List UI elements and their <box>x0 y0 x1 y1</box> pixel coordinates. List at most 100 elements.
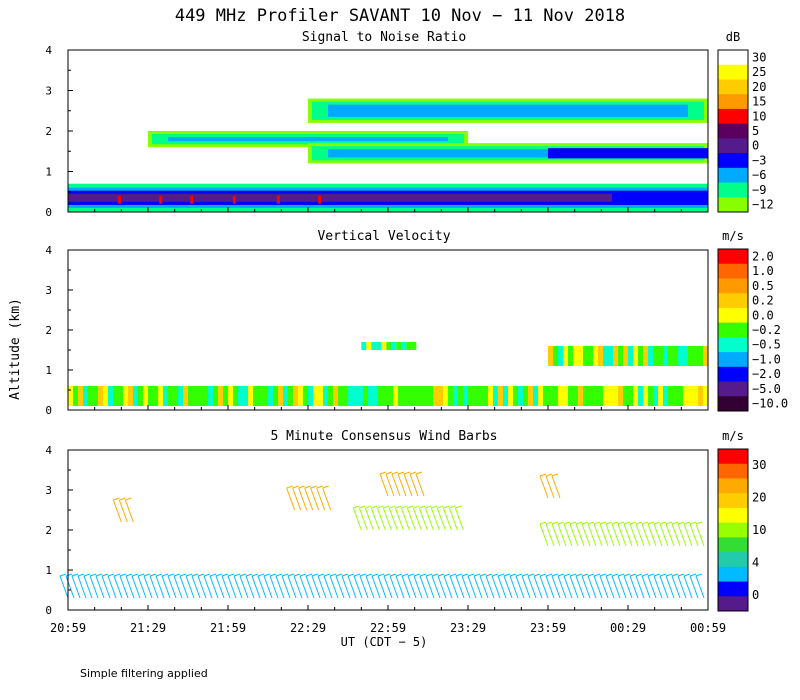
colorbar-swatch <box>718 293 748 309</box>
colorbar-swatch <box>718 64 748 80</box>
vv-cell <box>128 386 133 406</box>
vv-cell <box>318 386 323 406</box>
wind-barb-flag <box>403 471 411 475</box>
wind-barb-staff <box>635 523 645 547</box>
colorbar-label: 4 <box>752 555 759 569</box>
vv-cell <box>598 386 603 406</box>
wind-barb-flag <box>431 573 439 577</box>
wind-barb-staff <box>59 575 69 599</box>
y-tick-label: 4 <box>45 444 52 457</box>
wind-barb-flag <box>383 573 391 577</box>
vv-cell <box>548 386 553 406</box>
x-tick-label: 21:59 <box>210 621 246 635</box>
wind-barb-flag <box>683 521 691 525</box>
wind-barb-staff <box>131 575 141 599</box>
wind-barb-staff <box>310 487 320 511</box>
wind-barb-flag <box>443 573 451 577</box>
colorbar-swatch <box>718 449 748 465</box>
vv-cell <box>158 386 163 406</box>
y-tick-label: 4 <box>45 244 52 257</box>
wind-barb-staff <box>209 575 219 599</box>
wind-barb-staff <box>671 575 681 599</box>
wind-barb-flag <box>425 573 433 577</box>
wind-barb-flag <box>385 471 393 475</box>
colorbar-swatch <box>718 322 748 338</box>
wind-barb-staff <box>161 575 171 599</box>
wind-barb-flag <box>575 573 583 577</box>
wind-barb-flag <box>545 521 553 525</box>
wind-barb-staff <box>647 523 657 547</box>
wind-barb-flag <box>143 573 151 577</box>
snr-echo-peak <box>276 195 280 204</box>
vv-cell <box>366 342 372 350</box>
vv-cell <box>688 386 693 406</box>
vv-cell <box>613 346 618 366</box>
vv-cell <box>643 386 648 406</box>
wind-barb-flag <box>551 573 559 577</box>
wind-barb-flag <box>449 505 456 509</box>
vv-cell <box>273 386 278 406</box>
wind-barb-staff <box>143 575 153 599</box>
wind-barb-flag <box>665 573 673 577</box>
vv-cell <box>628 346 633 366</box>
wind-barb-staff <box>173 575 183 599</box>
wind-barb-staff <box>400 507 410 531</box>
wind-barb-staff <box>412 507 422 531</box>
vv-cell <box>518 386 523 406</box>
vv-cell <box>508 386 513 406</box>
vv-cell <box>98 386 103 406</box>
wind-barb-flag <box>557 521 565 525</box>
x-tick-label: 00:29 <box>610 621 646 635</box>
wind-barb-flag <box>371 573 379 577</box>
wind-barb-flag <box>83 573 91 577</box>
vv-cell <box>238 386 243 406</box>
wind-barb-staff <box>347 575 357 599</box>
y-tick-label: 2 <box>45 324 52 337</box>
wind-barb-flag <box>563 521 571 525</box>
wind-barb-flag <box>695 521 703 525</box>
wind-barb-staff <box>322 487 332 511</box>
wind-barb-flag <box>689 521 697 525</box>
wind-barb-staff <box>545 475 555 499</box>
vv-cell <box>73 386 78 406</box>
wind-barb-staff <box>587 523 597 547</box>
wind-barb-flag <box>137 573 145 577</box>
vv-cell <box>363 386 368 406</box>
snr-echo-peak <box>117 195 121 204</box>
wind-barb-flag <box>395 573 403 577</box>
wind-barb-flag <box>365 573 373 577</box>
wind-barb-flag <box>215 573 223 577</box>
wind-barb-staff <box>335 575 345 599</box>
wind-barb-flag <box>419 505 426 509</box>
vv-cell <box>93 386 98 406</box>
wind-barb-staff <box>269 575 279 599</box>
wind-barb-flag <box>569 521 577 525</box>
wind-barb-flag <box>329 573 337 577</box>
wind-barb-flag <box>641 521 649 525</box>
wind-barb-staff <box>442 507 452 531</box>
wind-barb-flag <box>617 521 625 525</box>
snr-layer-core <box>548 148 708 159</box>
wind-barb-flag <box>359 505 366 509</box>
colorbar-label: −5.0 <box>752 382 781 396</box>
wind-barb-staff <box>629 575 639 599</box>
wind-barb-flag <box>391 471 399 475</box>
vv-cell <box>643 346 648 366</box>
wind-barb-staff <box>95 575 105 599</box>
vv-cell <box>348 386 353 406</box>
wind-barb-staff <box>286 487 296 511</box>
wind-barb-flag <box>197 573 205 577</box>
wind-barb-staff <box>221 575 231 599</box>
wind-barb-staff <box>370 507 380 531</box>
wind-barb-staff <box>599 523 609 547</box>
vv-cell <box>593 346 598 366</box>
wind-barb-flag <box>316 485 323 489</box>
wind-barb-flag <box>221 573 229 577</box>
wind-barb-staff <box>299 575 309 599</box>
wind-barb-staff <box>71 575 81 599</box>
colorbar-swatch <box>718 522 748 538</box>
wind-barb-staff <box>545 575 555 599</box>
wind-barb-flag <box>635 573 643 577</box>
wind-barb-staff <box>485 575 495 599</box>
colorbar-swatch <box>718 381 748 397</box>
